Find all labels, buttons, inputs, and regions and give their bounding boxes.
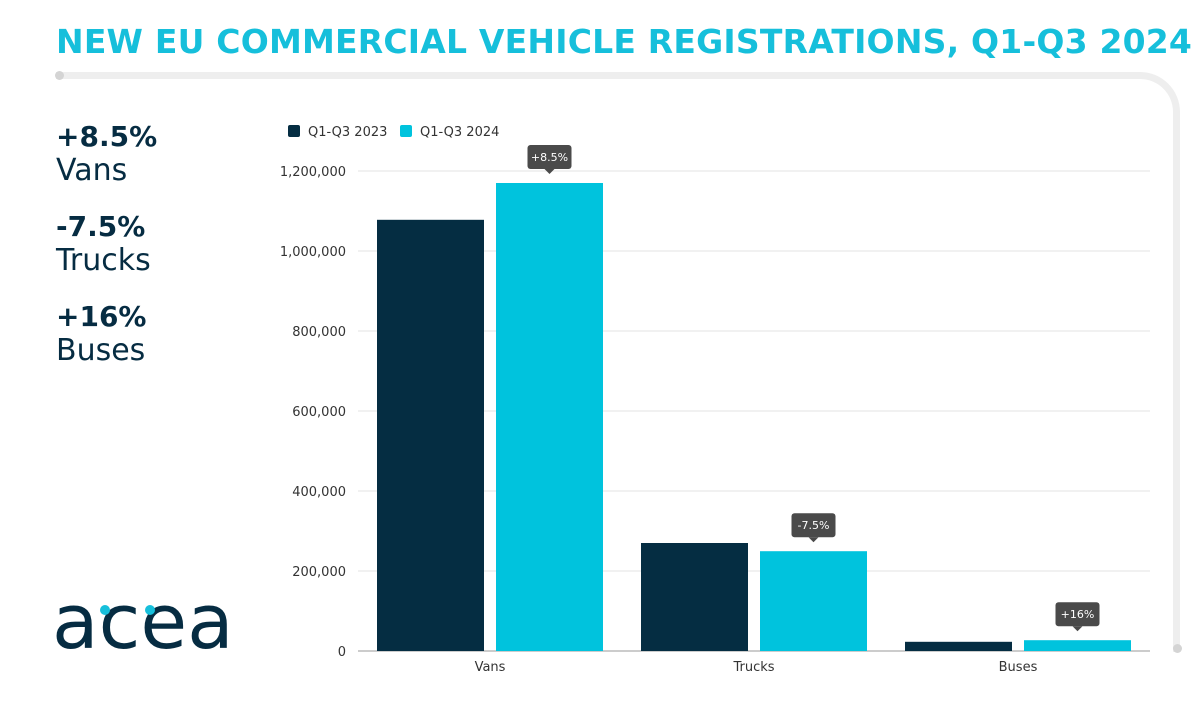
stat-vans: +8.5% Vans bbox=[56, 120, 157, 188]
y-tick-label: 1,200,000 bbox=[280, 165, 346, 180]
callout-label: +16% bbox=[1061, 608, 1095, 621]
bar bbox=[496, 183, 603, 651]
y-tick-label: 800,000 bbox=[292, 325, 346, 340]
x-tick-label: Trucks bbox=[732, 660, 774, 675]
frame-end-dot bbox=[1173, 644, 1182, 653]
callout-pointer bbox=[544, 169, 555, 174]
legend-swatch bbox=[288, 125, 300, 137]
stat-buses-pct: +16% bbox=[56, 300, 147, 333]
y-tick-label: 0 bbox=[338, 645, 346, 660]
logo-dot-1 bbox=[100, 605, 110, 615]
callout-box bbox=[791, 513, 836, 538]
chart-title: NEW EU COMMERCIAL VEHICLE REGISTRATIONS,… bbox=[56, 22, 1193, 61]
callout-box bbox=[527, 145, 572, 169]
bar bbox=[1024, 640, 1131, 651]
y-tick-label: 1,000,000 bbox=[280, 245, 346, 260]
y-tick-label: 200,000 bbox=[292, 565, 346, 580]
bar bbox=[641, 543, 748, 651]
legend-label: Q1-Q3 2024 bbox=[420, 125, 499, 140]
callout-pointer bbox=[808, 537, 819, 543]
callout-label: +8.5% bbox=[531, 151, 568, 164]
stat-buses: +16% Buses bbox=[56, 300, 157, 368]
y-tick-label: 400,000 bbox=[292, 485, 346, 500]
stat-trucks: -7.5% Trucks bbox=[56, 210, 157, 278]
x-tick-label: Buses bbox=[999, 660, 1038, 675]
callout-label: -7.5% bbox=[798, 519, 830, 532]
stat-trucks-label: Trucks bbox=[56, 243, 151, 278]
legend-swatch bbox=[400, 125, 412, 137]
bar bbox=[760, 551, 867, 651]
stat-vans-pct: +8.5% bbox=[56, 120, 158, 153]
frame-corner-dot bbox=[55, 71, 64, 80]
stat-buses-label: Buses bbox=[56, 333, 146, 368]
stat-vans-label: Vans bbox=[56, 153, 128, 188]
x-tick-label: Vans bbox=[475, 660, 506, 675]
acea-logo: acea bbox=[52, 584, 234, 664]
callout-pointer bbox=[1072, 626, 1083, 632]
bar bbox=[905, 641, 1012, 651]
logo-dot-2 bbox=[145, 605, 155, 615]
highlight-stats: +8.5% Vans -7.5% Trucks +16% Buses bbox=[56, 120, 157, 390]
bar bbox=[377, 219, 484, 652]
logo-wordmark: acea bbox=[52, 584, 234, 664]
y-tick-label: 600,000 bbox=[292, 405, 346, 420]
frame-border bbox=[56, 72, 1180, 652]
stat-trucks-pct: -7.5% bbox=[56, 210, 146, 243]
legend-label: Q1-Q3 2023 bbox=[308, 125, 387, 140]
callout-box bbox=[1055, 602, 1100, 627]
